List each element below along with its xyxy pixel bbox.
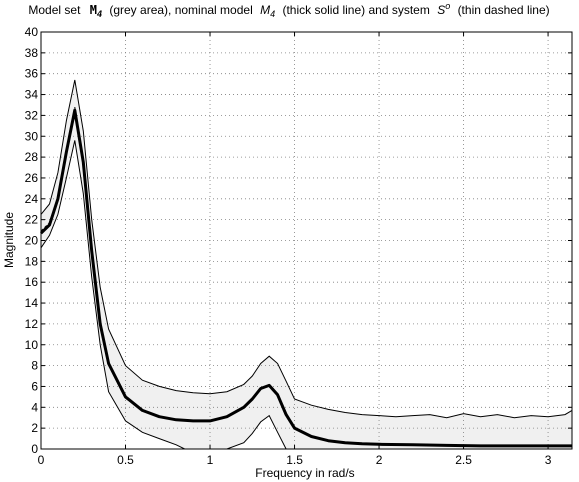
y-tick-label-7: 14 <box>25 296 39 310</box>
lower-bound-line <box>40 140 287 450</box>
y-tick-label-14: 28 <box>25 150 39 164</box>
title-set-symbol: M <box>90 3 97 17</box>
y-tick-label-20: 40 <box>25 25 39 39</box>
title-part3: (thick solid line) and system <box>282 3 429 17</box>
chart-title: Model set M4 (grey area), nominal model … <box>28 0 549 20</box>
y-tick-label-15: 30 <box>25 129 39 143</box>
y-tick-label-0: 0 <box>31 442 38 456</box>
x-tick-label-4: 2 <box>376 453 383 467</box>
plot-area <box>39 31 573 450</box>
x-tick-label-2: 1 <box>207 453 214 467</box>
y-tick-label-13: 26 <box>25 171 39 185</box>
y-tick-label-2: 4 <box>31 400 38 414</box>
y-tick-label-18: 36 <box>25 67 39 81</box>
title-prefix: Model set <box>28 3 81 17</box>
y-tick-label-16: 32 <box>25 108 39 122</box>
y-tick-label-9: 18 <box>25 254 39 268</box>
y-tick-label-4: 8 <box>31 359 38 373</box>
title-system-sup: o <box>445 1 450 11</box>
title-part2: (grey area), nominal model <box>109 3 252 17</box>
nominal-model-line <box>39 108 572 448</box>
title-model-symbol: M <box>260 3 270 17</box>
upper-bound-line <box>40 79 573 419</box>
y-tick-label-10: 20 <box>25 234 39 248</box>
y-tick-label-17: 34 <box>25 88 39 102</box>
x-tick-label-1: 0.5 <box>117 453 134 467</box>
y-tick-label-12: 24 <box>25 192 39 206</box>
title-model-sub: 4 <box>270 9 275 19</box>
y-tick-label-5: 10 <box>25 338 39 352</box>
y-axis-label: Magnitude <box>2 212 16 268</box>
y-tick-label-19: 38 <box>25 46 39 60</box>
x-tick-label-5: 2.5 <box>455 453 472 467</box>
y-tick-label-3: 6 <box>31 379 38 393</box>
title-system-symbol: S <box>437 3 445 17</box>
title-set-sub: 4 <box>96 9 102 19</box>
title-part4: (thin dashed line) <box>458 3 550 17</box>
x-tick-label-0: 0 <box>38 453 45 467</box>
y-tick-label-8: 16 <box>25 275 39 289</box>
x-axis-label: Frequency in rad/s <box>255 466 354 480</box>
y-tick-label-11: 22 <box>25 213 39 227</box>
y-tick-label-6: 12 <box>25 317 39 331</box>
y-tick-label-1: 2 <box>31 421 38 435</box>
x-tick-label-6: 3 <box>545 453 552 467</box>
x-tick-label-3: 1.5 <box>286 453 303 467</box>
